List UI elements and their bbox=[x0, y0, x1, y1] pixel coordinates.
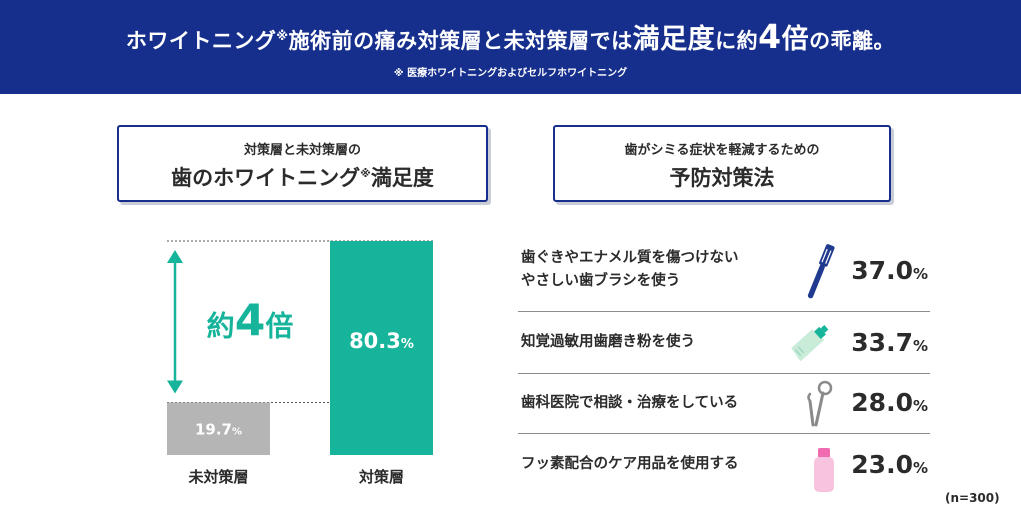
panel-subtitle: 対策層と未対策層の bbox=[243, 143, 361, 158]
title-part: の乖離。 bbox=[809, 29, 896, 53]
bar-value-label-treated: 80.3% bbox=[349, 329, 414, 353]
bar-treated bbox=[330, 241, 433, 455]
bar-value-number: 80.3 bbox=[349, 329, 401, 353]
sample-size-note: (n=300) bbox=[945, 491, 1000, 505]
ratio-suffix: 倍 bbox=[265, 310, 293, 343]
dental-tools-icon bbox=[807, 380, 833, 427]
arrow-head-down-icon bbox=[167, 380, 183, 394]
row-label-line: 歯ぐきやエナメル質を傷つけない bbox=[521, 250, 739, 266]
row-divider bbox=[518, 373, 930, 374]
row-label-line: 知覚過敏用歯磨き粉を使う bbox=[521, 334, 695, 350]
row-value-unit: % bbox=[912, 337, 928, 355]
category-label-untreated: 未対策層 bbox=[187, 468, 248, 486]
title-part: に約 bbox=[715, 29, 759, 53]
row-value-unit: % bbox=[912, 397, 928, 415]
prevention-panel-heading: 歯がシミる症状を軽減するための 予防対策法 bbox=[553, 125, 891, 202]
satisfaction-bar-chart: 約4倍 19.7% 80.3% 未対策層 対策層 bbox=[167, 240, 433, 486]
satisfaction-panel-heading: 対策層と未対策層の 歯のホワイトニング※満足度 bbox=[117, 125, 488, 202]
bar-value-label-untreated: 19.7% bbox=[195, 421, 242, 439]
ratio-number: 4 bbox=[235, 296, 266, 347]
arrow-head-up-icon bbox=[167, 250, 183, 263]
bar-untreated bbox=[167, 402, 270, 455]
row-label: 歯ぐきやエナメル質を傷つけない やさしい歯ブラシを使う bbox=[521, 247, 739, 293]
row-value: 28.0% bbox=[851, 388, 928, 417]
row-value-unit: % bbox=[912, 459, 928, 477]
panel-title: 歯のホワイトニング※満足度 bbox=[119, 162, 486, 192]
row-label: 知覚過敏用歯磨き粉を使う bbox=[521, 331, 695, 354]
toothpaste-icon bbox=[791, 325, 829, 362]
row-label-line: 歯科医院で相談・治療をしている bbox=[521, 395, 739, 411]
panel-title: 予防対策法 bbox=[669, 166, 775, 190]
title-emphasis: 満足度 bbox=[632, 24, 716, 55]
panel-title-footnote-mark: ※ bbox=[360, 167, 371, 180]
ratio-prefix: 約 bbox=[207, 310, 235, 343]
header-footnote: ※ 医療ホワイトニングおよびセルフホワイトニング bbox=[393, 68, 628, 79]
title-emphasis: 倍 bbox=[781, 24, 810, 55]
row-value-number: 23.0 bbox=[851, 450, 913, 479]
bar-value-unit: % bbox=[232, 427, 242, 438]
prevention-row-fluoride: フッ素配合のケア用品を使用する 23.0% bbox=[518, 435, 930, 495]
row-label: 歯科医院で相談・治療をしている bbox=[521, 392, 738, 415]
title-footnote-mark: ※ bbox=[276, 29, 289, 43]
prevention-row-toothpaste: 知覚過敏用歯磨き粉を使う 33.7% bbox=[518, 313, 930, 373]
row-value: 33.7% bbox=[851, 328, 928, 357]
category-label-treated: 対策層 bbox=[358, 468, 404, 486]
row-value-number: 28.0 bbox=[851, 388, 913, 417]
row-value: 23.0% bbox=[851, 450, 928, 479]
row-value-number: 37.0 bbox=[851, 256, 913, 285]
title-part: ホワイトニング bbox=[125, 29, 277, 53]
fluoride-bottle-icon bbox=[814, 448, 834, 492]
panel-title-part: 満足度 bbox=[370, 166, 434, 190]
header-banner: ホワイトニング※施術前の痛み対策層と未対策層では満足度に約4倍の乖離。 ※ 医療… bbox=[0, 0, 1021, 94]
title-part: 施術前の痛み対策層と未対策層では bbox=[288, 29, 633, 53]
title-number: 4 bbox=[758, 17, 782, 56]
row-divider bbox=[518, 433, 930, 434]
row-label: フッ素配合のケア用品を使用する bbox=[521, 453, 739, 476]
row-divider bbox=[518, 311, 930, 312]
row-label-line: やさしい歯ブラシを使う bbox=[521, 273, 681, 289]
row-value-unit: % bbox=[912, 265, 928, 283]
page-title: ホワイトニング※施術前の痛み対策層と未対策層では満足度に約4倍の乖離。 bbox=[0, 17, 1021, 56]
toothbrush-icon bbox=[807, 244, 835, 299]
bar-value-number: 19.7 bbox=[195, 421, 232, 439]
panel-subtitle: 歯がシミる症状を軽減するための bbox=[624, 143, 820, 158]
prevention-row-toothbrush: 歯ぐきやエナメル質を傷つけない やさしい歯ブラシを使う 37.0% bbox=[518, 238, 930, 306]
row-label-line: フッ素配合のケア用品を使用する bbox=[521, 456, 739, 472]
ratio-annotation: 約4倍 bbox=[207, 296, 294, 347]
row-value-number: 33.7 bbox=[851, 328, 913, 357]
ratio-label-background bbox=[188, 291, 323, 348]
bar-value-unit: % bbox=[401, 337, 414, 352]
panel-title-part: 歯のホワイトニング bbox=[171, 166, 361, 190]
row-value: 37.0% bbox=[851, 256, 928, 285]
prevention-row-dental-clinic: 歯科医院で相談・治療をしている 28.0% bbox=[518, 375, 930, 433]
